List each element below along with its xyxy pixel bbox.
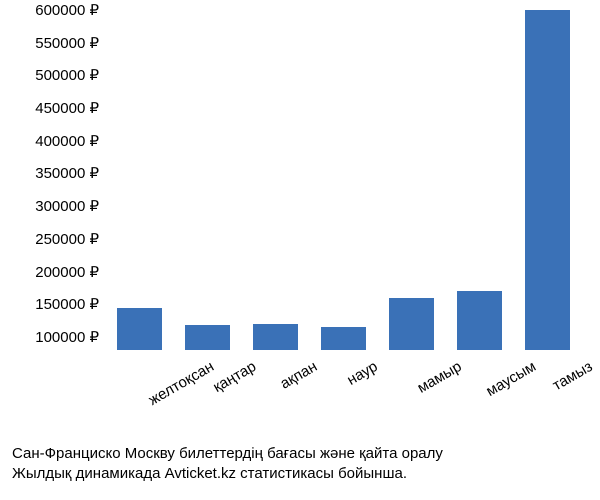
y-tick-label: 300000 ₽ <box>35 197 99 215</box>
bar <box>457 291 502 350</box>
x-tick-label: желтоқсан <box>145 358 216 409</box>
chart-caption: Сан-Франциско Москву билеттердің бағасы … <box>12 444 588 485</box>
bar <box>389 298 434 350</box>
y-tick-label: 150000 ₽ <box>35 295 99 313</box>
bar <box>185 325 230 350</box>
x-tick-label: тамыз <box>549 358 595 394</box>
x-tick-label: қаңтар <box>210 358 259 396</box>
y-tick-label: 600000 ₽ <box>35 1 99 19</box>
x-tick-label: наур <box>344 358 380 389</box>
bar <box>525 10 570 350</box>
plot-area <box>105 10 585 350</box>
bar <box>117 308 162 351</box>
y-axis: 100000 ₽ 150000 ₽ 200000 ₽ 250000 ₽ 300000 ₽… <box>10 10 105 350</box>
caption-line-2: Жылдық динамикада Avticket.kz статистика… <box>12 464 588 484</box>
x-axis: желтоқсанқаңтарақпаннаурмамырмаусымтамыз <box>105 354 585 444</box>
price-chart: 100000 ₽ 150000 ₽ 200000 ₽ 250000 ₽ 300000 ₽… <box>10 10 590 440</box>
x-tick-label: ақпан <box>277 358 320 393</box>
y-tick-label: 350000 ₽ <box>35 164 99 182</box>
y-tick-label: 450000 ₽ <box>35 99 99 117</box>
y-tick-label: 250000 ₽ <box>35 230 99 248</box>
x-tick-label: мамыр <box>414 358 464 397</box>
bar <box>321 327 366 350</box>
x-tick-label: маусым <box>483 358 539 400</box>
y-tick-label: 550000 ₽ <box>35 34 99 52</box>
y-tick-label: 400000 ₽ <box>35 132 99 150</box>
caption-line-1: Сан-Франциско Москву билеттердің бағасы … <box>12 444 588 464</box>
bar <box>253 324 298 350</box>
y-tick-label: 200000 ₽ <box>35 263 99 281</box>
y-tick-label: 100000 ₽ <box>35 328 99 346</box>
y-tick-label: 500000 ₽ <box>35 66 99 84</box>
